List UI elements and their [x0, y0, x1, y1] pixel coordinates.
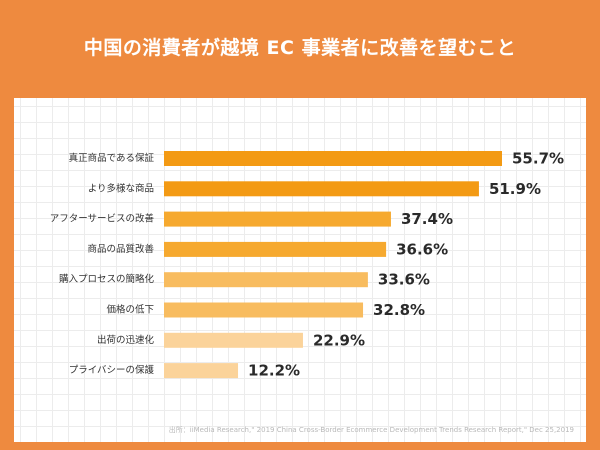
bar: [164, 363, 239, 379]
value-label: 51.9%: [489, 180, 541, 198]
title-banner: 中国の消費者が越境 EC 事業者に改善を望むこと: [0, 0, 600, 92]
bar: [164, 151, 502, 166]
chart-title: 中国の消費者が越境 EC 事業者に改善を望むこと: [83, 36, 517, 59]
bar: [164, 241, 387, 257]
category-label: 出荷の迅速化: [97, 334, 155, 346]
source-note: 出所：iiMedia Research," 2019 China Cross-B…: [168, 426, 574, 434]
chart-panel: 真正商品である保証 55.7% より多様な商品 51.9% アフターサービスの改善 37.…: [14, 98, 586, 442]
bar: [164, 302, 364, 318]
value-label: 55.7%: [512, 150, 564, 168]
category-label: 真正商品である保証: [69, 152, 155, 164]
value-label: 36.6%: [396, 240, 448, 258]
category-label: アフターサービスの改善: [50, 213, 155, 225]
bar: [164, 211, 391, 227]
bar: [164, 332, 303, 348]
bar: [164, 272, 368, 288]
value-label: 22.9%: [313, 331, 365, 349]
value-label: 37.4%: [401, 210, 453, 228]
value-label: 32.8%: [373, 301, 425, 319]
category-label: 購入プロセスの簡略化: [59, 273, 155, 285]
category-label: 商品の品質改善: [87, 243, 154, 255]
bar-chart: 真正商品である保証 55.7% より多様な商品 51.9% アフターサービスの改善 37.…: [50, 150, 564, 380]
category-label: 価格の低下: [106, 304, 154, 316]
category-label: より多様な商品: [88, 182, 154, 194]
value-label: 12.2%: [248, 362, 300, 380]
bar: [164, 181, 479, 197]
value-label: 33.6%: [378, 271, 430, 289]
category-label: プライバシーの保護: [69, 364, 155, 376]
